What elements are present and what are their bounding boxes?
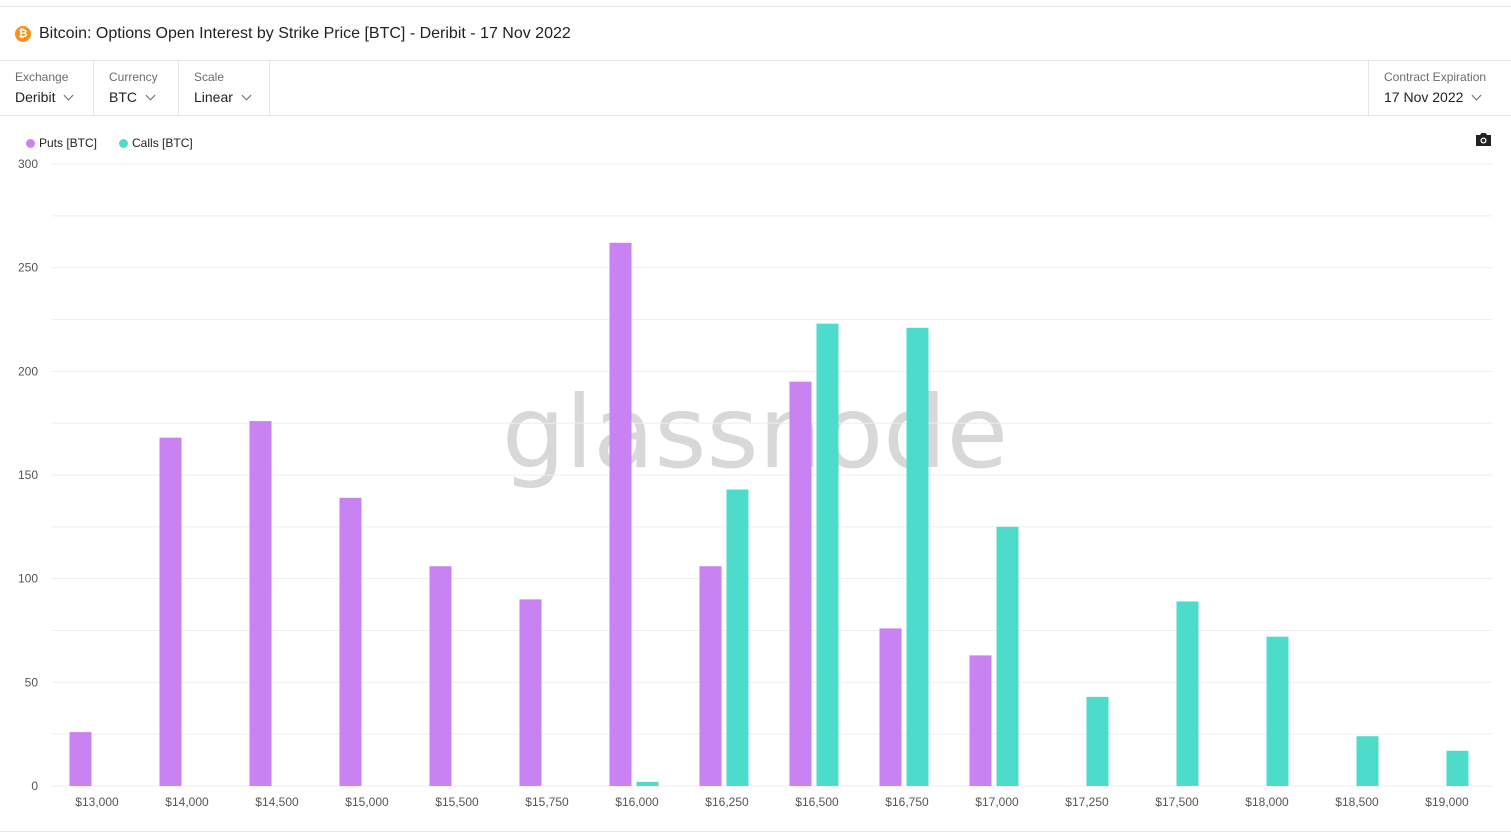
legend-item-calls[interactable]: Calls [BTC] (119, 136, 193, 150)
y-tick-label: 50 (25, 675, 39, 689)
bar-puts[interactable] (969, 655, 992, 786)
legend-label-calls: Calls [BTC] (132, 136, 193, 150)
top-divider (0, 6, 1511, 7)
currency-label: Currency (109, 70, 158, 84)
camera-icon[interactable] (1475, 132, 1492, 147)
x-tick-label: $16,500 (795, 795, 839, 809)
controls-bar: Exchange Deribit Currency BTC Scale Line… (0, 61, 1511, 116)
calls-legend-dot (119, 138, 129, 148)
glassnode-watermark: glassnode (502, 374, 1008, 491)
y-tick-label: 300 (18, 157, 38, 171)
x-tick-label: $15,750 (525, 795, 569, 809)
exchange-label: Exchange (15, 70, 69, 84)
legend-item-puts[interactable]: Puts [BTC] (26, 136, 97, 150)
chart-legend: Puts [BTC] Calls [BTC] (26, 136, 215, 150)
bar-calls[interactable] (906, 327, 929, 786)
scale-label: Scale (194, 70, 225, 84)
bar-calls[interactable] (636, 781, 659, 786)
legend-label-puts: Puts [BTC] (39, 136, 98, 150)
x-tick-label: $15,500 (435, 795, 479, 809)
bar-calls[interactable] (1176, 601, 1199, 786)
bar-puts[interactable] (249, 421, 272, 786)
x-tick-label: $16,000 (615, 795, 659, 809)
bar-puts[interactable] (69, 732, 92, 786)
bar-puts[interactable] (879, 628, 902, 786)
bar-puts[interactable] (519, 599, 542, 786)
bitcoin-icon: ₿ (15, 25, 31, 42)
bar-puts[interactable] (429, 566, 452, 786)
x-tick-label: $19,000 (1425, 795, 1469, 809)
chart-title: Bitcoin: Options Open Interest by Strike… (39, 24, 571, 42)
x-tick-label: $16,250 (705, 795, 749, 809)
bar-puts[interactable] (699, 566, 722, 786)
exchange-value: Deribit (15, 89, 56, 105)
bar-calls[interactable] (726, 489, 749, 786)
bar-puts[interactable] (339, 497, 362, 786)
scale-dropdown[interactable]: Scale Linear (179, 61, 270, 115)
x-tick-label: $18,500 (1335, 795, 1379, 809)
y-tick-label: 100 (18, 572, 38, 586)
x-tick-label: $18,000 (1245, 795, 1289, 809)
x-tick-label: $13,000 (75, 795, 119, 809)
expiration-value: 17 Nov 2022 (1384, 89, 1464, 105)
bar-calls[interactable] (1086, 696, 1109, 786)
x-tick-label: $17,000 (975, 795, 1019, 809)
currency-value: BTC (109, 89, 137, 105)
bar-calls[interactable] (1266, 636, 1289, 786)
x-tick-label: $14,000 (165, 795, 209, 809)
bar-puts[interactable] (789, 381, 812, 786)
bar-calls[interactable] (996, 526, 1019, 786)
puts-legend-dot (26, 138, 35, 148)
x-tick-label: $17,250 (1065, 795, 1109, 809)
x-tick-label: $16,750 (885, 795, 929, 809)
x-tick-label: $14,500 (255, 795, 299, 809)
x-tick-label: $17,500 (1155, 795, 1199, 809)
bar-calls[interactable] (816, 323, 839, 786)
y-tick-label: 0 (31, 779, 38, 793)
chart-header: ₿ Bitcoin: Options Open Interest by Stri… (0, 7, 1511, 61)
expiration-label: Contract Expiration (1384, 70, 1487, 84)
bar-calls[interactable] (1446, 750, 1469, 786)
currency-dropdown[interactable]: Currency BTC (94, 61, 179, 115)
y-tick-label: 250 (18, 261, 38, 275)
bar-puts[interactable] (609, 242, 632, 786)
contract-expiration-dropdown[interactable]: Contract Expiration 17 Nov 2022 (1368, 61, 1511, 115)
y-tick-label: 150 (18, 468, 38, 482)
x-tick-label: $15,000 (345, 795, 389, 809)
y-tick-label: 200 (18, 364, 38, 378)
bottom-divider (0, 831, 1511, 832)
scale-value: Linear (194, 89, 233, 105)
bar-calls[interactable] (1356, 736, 1379, 786)
bar-puts[interactable] (159, 437, 182, 786)
exchange-dropdown[interactable]: Exchange Deribit (0, 61, 94, 115)
